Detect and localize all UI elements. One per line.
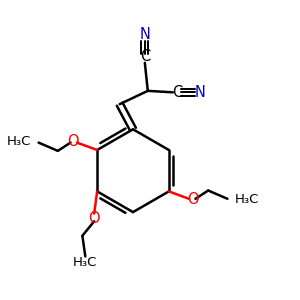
Text: C: C xyxy=(140,49,150,64)
Text: N: N xyxy=(140,27,150,42)
Text: H₃C: H₃C xyxy=(235,193,259,206)
Text: O: O xyxy=(88,212,100,226)
Text: O: O xyxy=(187,192,199,207)
Text: H₃C: H₃C xyxy=(73,256,98,269)
Text: H₃C: H₃C xyxy=(7,135,31,148)
Text: N: N xyxy=(195,85,206,100)
Text: C: C xyxy=(172,85,182,100)
Text: O: O xyxy=(68,134,79,149)
